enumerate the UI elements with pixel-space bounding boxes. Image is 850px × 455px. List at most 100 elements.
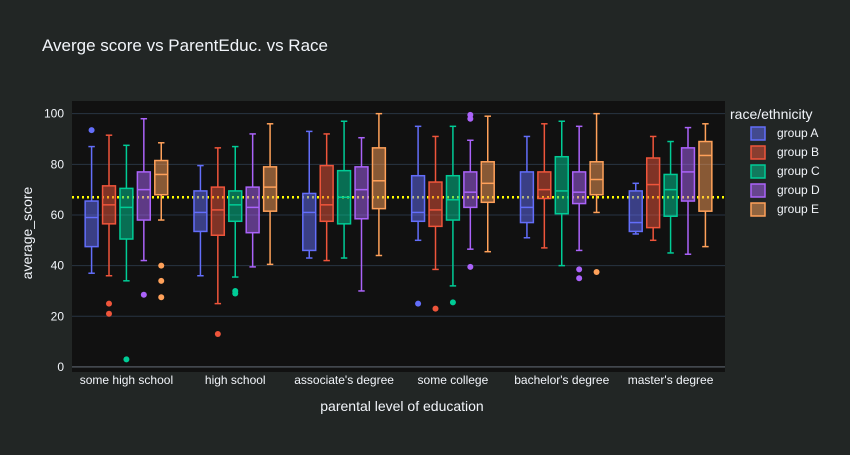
box-iqr (463, 171, 478, 209)
legend-item-group-B[interactable]: group B (750, 145, 819, 160)
plot-area (72, 101, 725, 372)
box-group-C[interactable] (554, 120, 569, 267)
box-iqr (554, 155, 569, 215)
box-group-E[interactable] (371, 112, 387, 257)
legend-title: race/ethnicity (730, 106, 812, 122)
x-tick-labels: some high school high school associate's d… (80, 373, 714, 387)
outlier-point (106, 310, 113, 317)
y-tick-labels: 0 20 40 60 80 100 (44, 107, 64, 374)
grid-lines (72, 113, 725, 368)
box-iqr (428, 181, 443, 228)
legend-items: group A group B group C group D group E (750, 126, 820, 217)
box-group-B[interactable] (101, 134, 117, 317)
y-axis-title: average_score (19, 186, 35, 279)
legend-label: group C (777, 164, 820, 178)
outlier-point (576, 275, 583, 282)
box-group-D[interactable] (136, 117, 152, 298)
box-iqr (589, 161, 604, 196)
box-group-B[interactable] (319, 133, 334, 262)
box-group-A[interactable] (410, 125, 426, 307)
box-group-E[interactable] (589, 112, 604, 275)
box-iqr (354, 166, 369, 220)
outlier-point (467, 263, 474, 270)
box-iqr (245, 186, 260, 234)
box-iqr (663, 173, 678, 217)
outlier-point (158, 277, 165, 284)
outlier-point (467, 111, 474, 118)
box-iqr (628, 190, 643, 233)
box-group-D[interactable] (354, 136, 369, 292)
box-group-B[interactable] (428, 135, 443, 312)
outlier-point (106, 300, 113, 307)
legend-item-group-E[interactable]: group E (750, 202, 819, 217)
box-iqr (228, 190, 243, 223)
box-group-E[interactable] (154, 142, 169, 301)
legend-label: group B (777, 145, 819, 159)
box-group-A[interactable] (302, 130, 317, 259)
box-group-C[interactable] (228, 145, 243, 297)
box-group-A[interactable] (519, 135, 535, 239)
outlier-point (123, 356, 130, 363)
y-tick-label: 20 (51, 309, 65, 323)
x-tick-label: some high school (80, 373, 173, 387)
box-iqr (154, 159, 169, 196)
box-iqr (698, 140, 713, 212)
legend-item-group-C[interactable]: group C (750, 164, 820, 179)
box-group-D[interactable] (571, 125, 587, 282)
box-iqr (537, 171, 552, 200)
box-group-E[interactable] (698, 123, 713, 248)
box-group-D[interactable] (463, 111, 478, 270)
box-group-B[interactable] (537, 123, 552, 249)
box-group-C[interactable] (663, 140, 678, 254)
legend-item-group-A[interactable]: group A (750, 126, 818, 141)
box-group-C[interactable] (119, 144, 134, 363)
box-group-A[interactable] (84, 127, 99, 274)
box-iqr (371, 147, 387, 210)
boxes-layer (84, 111, 713, 363)
outlier-point (158, 294, 165, 301)
outlier-point (88, 127, 95, 134)
box-group-E[interactable] (262, 123, 278, 266)
box-group-C[interactable] (445, 125, 461, 306)
box-group-D[interactable] (680, 126, 696, 255)
box-group-D[interactable] (245, 133, 260, 268)
y-tick-label: 80 (51, 157, 65, 171)
box-iqr (119, 187, 134, 240)
box-iqr (84, 200, 99, 248)
box-group-E[interactable] (480, 115, 495, 253)
x-tick-label: high school (205, 373, 266, 387)
outlier-point (415, 300, 422, 307)
box-iqr (136, 171, 152, 221)
box-group-A[interactable] (628, 182, 643, 235)
legend-label: group E (777, 202, 819, 216)
legend-item-group-D[interactable]: group D (750, 183, 820, 198)
y-tick-label: 60 (51, 208, 65, 222)
legend-swatch (750, 183, 766, 198)
x-tick-label: master's degree (628, 373, 714, 387)
box-iqr (680, 147, 696, 202)
outlier-point (214, 331, 221, 338)
box-group-B[interactable] (645, 135, 661, 242)
box-iqr (319, 164, 334, 223)
box-iqr (410, 174, 426, 223)
box-group-A[interactable] (193, 164, 208, 277)
x-tick-label: some college (418, 373, 489, 387)
legend-swatch (750, 145, 766, 160)
y-tick-label: 40 (51, 259, 65, 273)
y-tick-label: 100 (44, 107, 64, 121)
box-iqr (445, 174, 461, 221)
box-iqr (210, 186, 226, 236)
box-group-B[interactable] (210, 147, 226, 338)
outlier-point (232, 290, 239, 297)
outlier-point (432, 305, 439, 312)
box-iqr (480, 161, 495, 204)
legend-label: group A (777, 126, 818, 140)
box-group-C[interactable] (336, 120, 352, 259)
box-iqr (645, 157, 661, 229)
legend-swatch (750, 202, 766, 217)
box-iqr (519, 171, 535, 224)
y-tick-label: 0 (57, 360, 64, 374)
